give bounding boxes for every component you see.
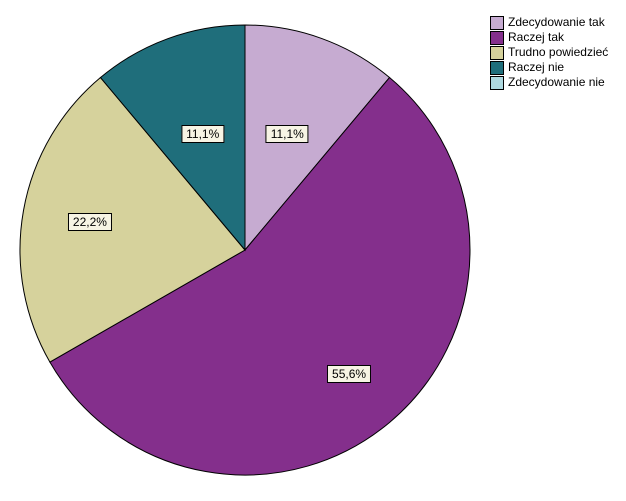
legend-swatch-2 [490, 46, 504, 60]
legend-label-2: Trudno powiedzieć [508, 45, 608, 60]
legend-label-3: Raczej nie [508, 60, 564, 75]
legend-swatch-3 [490, 61, 504, 75]
legend-swatch-0 [490, 16, 504, 30]
legend-item-3: Raczej nie [490, 60, 608, 75]
pie-chart: Zdecydowanie takRaczej takTrudno powiedz… [0, 0, 626, 501]
legend-label-0: Zdecydowanie tak [508, 15, 605, 30]
legend-label-1: Raczej tak [508, 30, 564, 45]
legend-swatch-1 [490, 31, 504, 45]
legend-item-1: Raczej tak [490, 30, 608, 45]
legend: Zdecydowanie takRaczej takTrudno powiedz… [490, 15, 608, 90]
legend-label-4: Zdecydowanie nie [508, 75, 605, 90]
legend-swatch-4 [490, 76, 504, 90]
legend-item-2: Trudno powiedzieć [490, 45, 608, 60]
legend-item-0: Zdecydowanie tak [490, 15, 608, 30]
legend-item-4: Zdecydowanie nie [490, 75, 608, 90]
